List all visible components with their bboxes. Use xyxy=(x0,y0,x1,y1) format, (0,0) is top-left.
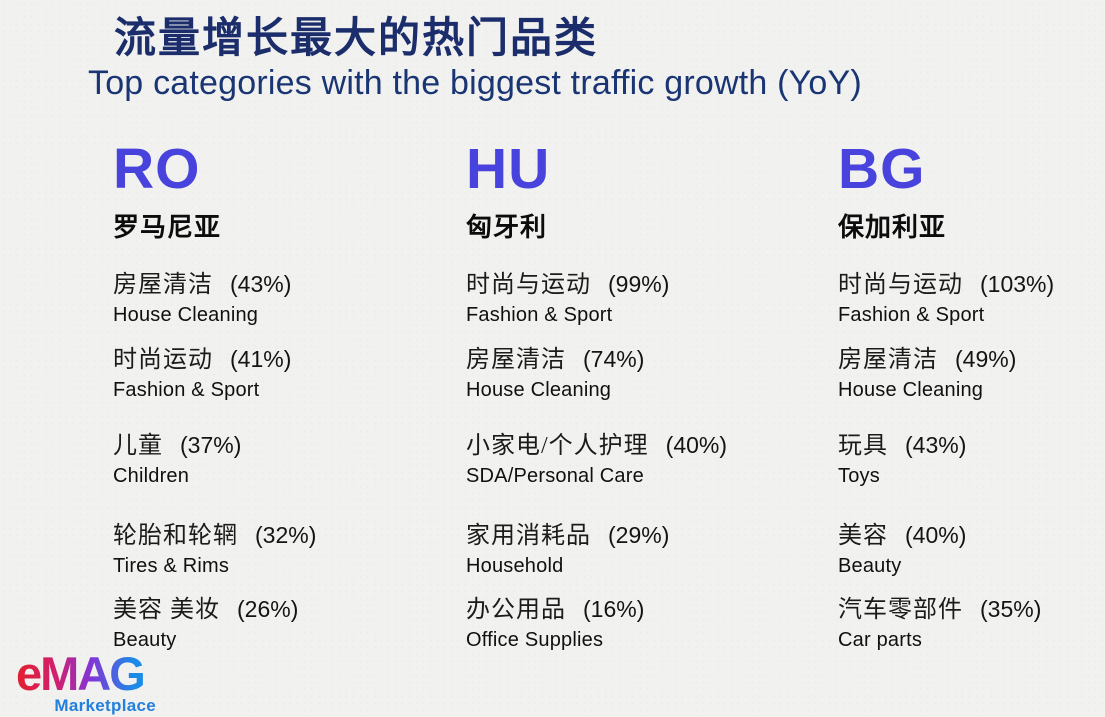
category-zh: 时尚运动 xyxy=(113,347,213,373)
category-zh: 办公用品 xyxy=(466,597,566,623)
category-item: 时尚运动 (41%) Fashion & Sport xyxy=(113,343,463,404)
country-column-bg: BG 保加利亚 时尚与运动 (103%) Fashion & Sport 房屋清洁… xyxy=(838,135,1098,654)
category-zh: 房屋清洁 xyxy=(466,347,566,373)
category-zh: 轮胎和轮辋 xyxy=(113,523,238,549)
category-zh: 美容 xyxy=(838,523,888,549)
category-item: 房屋清洁 (43%) House Cleaning xyxy=(113,268,463,329)
category-zh: 玩具 xyxy=(838,433,888,459)
category-zh: 家用消耗品 xyxy=(466,523,591,549)
emag-brand-wordmark: eMAG xyxy=(16,647,146,700)
category-en: Beauty xyxy=(113,629,177,651)
category-zh: 房屋清洁 xyxy=(113,272,213,298)
category-zh: 时尚与运动 xyxy=(838,272,963,298)
category-pct: (40%) xyxy=(665,432,728,458)
country-column-hu: HU 匈牙利 时尚与运动 (99%) Fashion & Sport 房屋清洁 (7… xyxy=(466,135,826,654)
category-pct: (74%) xyxy=(583,346,645,372)
category-item: 小家电/个人护理 (40%) SDA/Personal Care xyxy=(466,429,826,490)
category-en: House Cleaning xyxy=(466,379,612,401)
category-pct: (37%) xyxy=(180,432,242,458)
category-en: Children xyxy=(113,465,190,487)
country-code: HU xyxy=(466,137,551,201)
category-en: Beauty xyxy=(838,555,902,577)
page-title-en: Top categories with the biggest traffic … xyxy=(88,64,862,102)
category-item: 房屋清洁 (49%) House Cleaning xyxy=(838,343,1098,404)
country-name-zh: 保加利亚 xyxy=(838,213,947,242)
category-item: 房屋清洁 (74%) House Cleaning xyxy=(466,343,826,404)
category-pct: (43%) xyxy=(230,271,292,297)
category-item: 办公用品 (16%) Office Supplies xyxy=(466,593,826,654)
category-item: 时尚与运动 (99%) Fashion & Sport xyxy=(466,268,826,329)
category-pct: (43%) xyxy=(905,432,967,458)
category-list: 时尚与运动 (103%) Fashion & Sport 房屋清洁 (49%) Ho… xyxy=(838,268,1098,654)
category-list: 房屋清洁 (43%) House Cleaning 时尚运动 (41%) Fashi… xyxy=(113,268,463,654)
country-code: BG xyxy=(838,137,926,201)
country-code: RO xyxy=(113,137,201,201)
category-pct: (103%) xyxy=(980,271,1055,297)
category-en: Household xyxy=(466,555,564,577)
category-item: 家用消耗品 (29%) Household xyxy=(466,519,826,580)
category-pct: (49%) xyxy=(955,346,1017,372)
category-en: Toys xyxy=(838,465,880,487)
category-pct: (40%) xyxy=(905,522,967,548)
page-title-zh: 流量增长最大的热门品类 xyxy=(114,16,599,62)
category-pct: (16%) xyxy=(583,596,645,622)
category-en: House Cleaning xyxy=(838,379,984,401)
category-item: 汽车零部件 (35%) Car parts xyxy=(838,593,1098,654)
category-item: 轮胎和轮辋 (32%) Tires & Rims xyxy=(113,519,463,580)
category-pct: (35%) xyxy=(980,596,1042,622)
emag-tagline: Marketplace xyxy=(54,696,156,715)
category-zh: 儿童 xyxy=(113,433,163,459)
category-en: House Cleaning xyxy=(113,304,259,326)
category-zh: 美容 美妆 xyxy=(113,597,220,623)
category-zh: 小家电/个人护理 xyxy=(466,433,649,459)
category-en: Fashion & Sport xyxy=(466,304,613,326)
category-pct: (26%) xyxy=(237,596,299,622)
category-list: 时尚与运动 (99%) Fashion & Sport 房屋清洁 (74%) Hou… xyxy=(466,268,826,654)
category-item: 玩具 (43%) Toys xyxy=(838,429,1098,490)
category-item: 美容 (40%) Beauty xyxy=(838,519,1098,580)
category-zh: 汽车零部件 xyxy=(838,597,963,623)
category-pct: (41%) xyxy=(230,346,292,372)
country-column-ro: RO 罗马尼亚 房屋清洁 (43%) House Cleaning 时尚运动 (41… xyxy=(113,135,463,654)
category-en: Car parts xyxy=(838,629,923,651)
category-pct: (32%) xyxy=(255,522,317,548)
category-pct: (29%) xyxy=(608,522,670,548)
category-zh: 时尚与运动 xyxy=(466,272,591,298)
category-en: Fashion & Sport xyxy=(838,304,985,326)
category-en: Fashion & Sport xyxy=(113,379,260,401)
category-en: Tires & Rims xyxy=(113,555,230,577)
category-pct: (99%) xyxy=(608,271,670,297)
category-item: 美容 美妆 (26%) Beauty xyxy=(113,593,463,654)
category-en: Office Supplies xyxy=(466,629,604,651)
category-item: 时尚与运动 (103%) Fashion & Sport xyxy=(838,268,1098,329)
country-name-zh: 匈牙利 xyxy=(466,213,548,242)
category-en: SDA/Personal Care xyxy=(466,465,644,487)
emag-logo: eMAG Marketplace xyxy=(16,647,156,716)
country-name-zh: 罗马尼亚 xyxy=(113,213,222,242)
category-item: 儿童 (37%) Children xyxy=(113,429,463,490)
category-zh: 房屋清洁 xyxy=(838,347,938,373)
